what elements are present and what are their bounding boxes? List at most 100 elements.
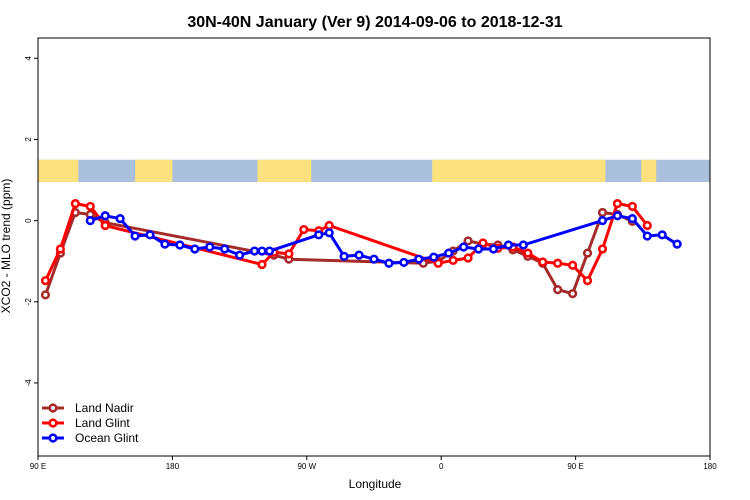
plot-frame	[37, 37, 711, 457]
y-axis: -4 -2 0 2 4	[24, 56, 38, 387]
legend-label: Ocean Glint	[75, 431, 139, 445]
map-band	[38, 159, 710, 183]
data-point	[314, 230, 324, 240]
data-point	[414, 254, 424, 264]
data-point	[145, 230, 155, 240]
data-point	[85, 216, 95, 226]
x-axis-label: Longitude	[349, 477, 402, 491]
data-point	[478, 238, 488, 248]
data-point	[597, 216, 608, 226]
series-layer	[40, 198, 682, 300]
x-tick-label: 0	[439, 462, 444, 471]
data-point	[657, 230, 667, 240]
data-point	[220, 244, 230, 254]
data-point	[257, 246, 267, 256]
x-axis: 90 E 180 90 W 0 90 E 180	[30, 456, 717, 471]
data-point	[70, 198, 80, 209]
data-point	[444, 248, 454, 258]
map-land-3	[432, 159, 606, 183]
data-point	[399, 257, 409, 268]
data-point	[582, 276, 593, 286]
data-point	[40, 276, 51, 286]
data-point	[503, 240, 514, 250]
data-point	[463, 236, 473, 246]
data-point	[518, 240, 528, 250]
data-point	[672, 239, 682, 249]
data-point	[553, 258, 563, 268]
data-point	[130, 231, 140, 241]
data-point	[627, 201, 637, 212]
data-point	[299, 224, 309, 235]
x-tick-label: 180	[166, 462, 180, 471]
legend-marker	[48, 403, 58, 413]
data-point	[100, 220, 110, 231]
data-point	[354, 250, 364, 260]
y-axis-label: XCO2 - MLO trend (ppm)	[0, 179, 13, 314]
data-point	[463, 253, 473, 263]
data-point	[369, 254, 379, 264]
x-tick-label: 180	[703, 462, 717, 471]
data-point	[488, 244, 499, 254]
data-point	[205, 242, 215, 252]
map-land-0	[38, 159, 79, 183]
data-point	[160, 239, 170, 249]
series-line	[44, 211, 633, 296]
series-line	[44, 202, 649, 283]
data-point	[612, 198, 623, 209]
map-land-2	[257, 159, 312, 183]
x-tick-label: 90 E	[567, 462, 583, 471]
map-land-4	[641, 159, 657, 183]
data-point	[339, 251, 349, 261]
data-point	[612, 211, 623, 221]
data-point	[627, 213, 637, 224]
data-point	[284, 249, 294, 259]
data-point	[448, 255, 458, 265]
data-point	[55, 244, 66, 254]
data-point	[40, 290, 51, 300]
legend-marker	[48, 418, 58, 428]
y-tick-label: 4	[24, 56, 33, 61]
data-point	[249, 246, 260, 256]
data-point	[568, 289, 578, 299]
series-2	[85, 211, 682, 268]
series-1	[40, 198, 652, 286]
data-point	[429, 252, 439, 262]
legend-label: Land Glint	[75, 416, 130, 430]
data-point	[642, 231, 652, 241]
data-point	[642, 220, 652, 231]
data-point	[175, 240, 185, 250]
data-point	[264, 246, 275, 256]
y-tick-label: 2	[24, 137, 33, 142]
data-point	[582, 248, 593, 258]
y-tick-label: 0	[24, 218, 33, 223]
data-point	[459, 242, 469, 252]
data-point	[553, 285, 563, 295]
data-point	[100, 211, 110, 221]
data-point	[597, 244, 608, 254]
data-point	[115, 213, 125, 224]
y-tick-label: -4	[24, 379, 33, 387]
legend-marker	[48, 433, 58, 443]
data-point	[235, 250, 245, 260]
series-0	[40, 207, 637, 300]
data-point	[597, 207, 608, 218]
x-tick-label: 90 E	[30, 462, 46, 471]
data-point	[85, 201, 95, 212]
data-point	[568, 260, 578, 270]
x-tick-label: 90 W	[297, 462, 316, 471]
data-point	[433, 258, 443, 268]
data-point	[538, 257, 548, 267]
y-tick-label: -2	[24, 298, 33, 306]
chart-title: 30N-40N January (Ver 9) 2014-09-06 to 20…	[187, 14, 562, 31]
data-point	[324, 228, 334, 238]
data-point	[257, 259, 267, 270]
map-land-1	[135, 159, 173, 183]
data-point	[384, 258, 394, 268]
data-point	[473, 244, 484, 254]
legend-label: Land Nadir	[75, 401, 134, 415]
data-point	[190, 244, 200, 254]
data-point	[523, 248, 533, 258]
data-point	[324, 220, 334, 231]
